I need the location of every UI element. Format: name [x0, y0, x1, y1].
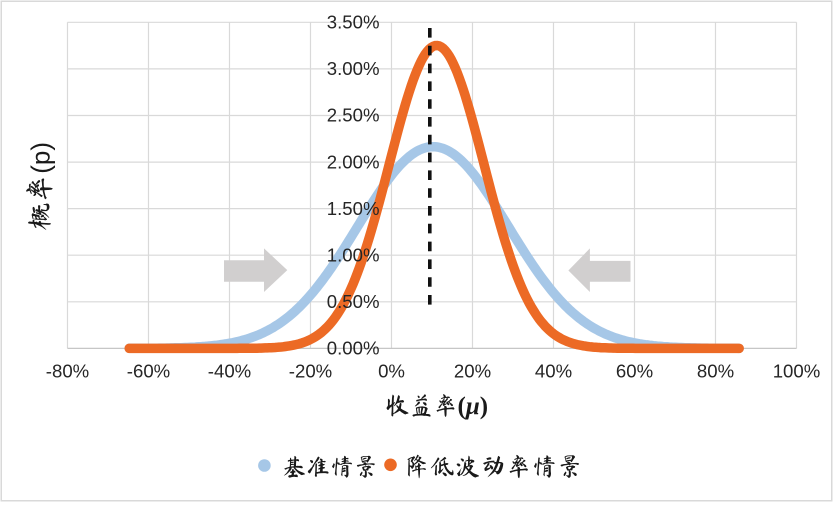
svg-text:(μ): (μ): [458, 393, 489, 420]
svg-text:40%: 40%: [535, 361, 572, 382]
svg-text:3.00%: 3.00%: [327, 58, 380, 79]
svg-text:100%: 100%: [773, 361, 821, 382]
svg-text:2.00%: 2.00%: [327, 151, 380, 172]
svg-text:-40%: -40%: [208, 361, 251, 382]
svg-text:3.50%: 3.50%: [327, 12, 380, 33]
svg-text:2.50%: 2.50%: [327, 105, 380, 126]
svg-text:(p): (p): [25, 142, 55, 174]
svg-text:60%: 60%: [616, 361, 653, 382]
svg-text:0.50%: 0.50%: [327, 291, 380, 312]
svg-text:-80%: -80%: [46, 361, 89, 382]
svg-text:0.00%: 0.00%: [327, 338, 380, 359]
svg-text:1.50%: 1.50%: [327, 198, 380, 219]
svg-text:20%: 20%: [454, 361, 491, 382]
svg-text:0%: 0%: [378, 361, 405, 382]
svg-text:80%: 80%: [697, 361, 734, 382]
svg-text:1.00%: 1.00%: [327, 244, 380, 265]
svg-text:-20%: -20%: [289, 361, 332, 382]
svg-text:-60%: -60%: [127, 361, 170, 382]
